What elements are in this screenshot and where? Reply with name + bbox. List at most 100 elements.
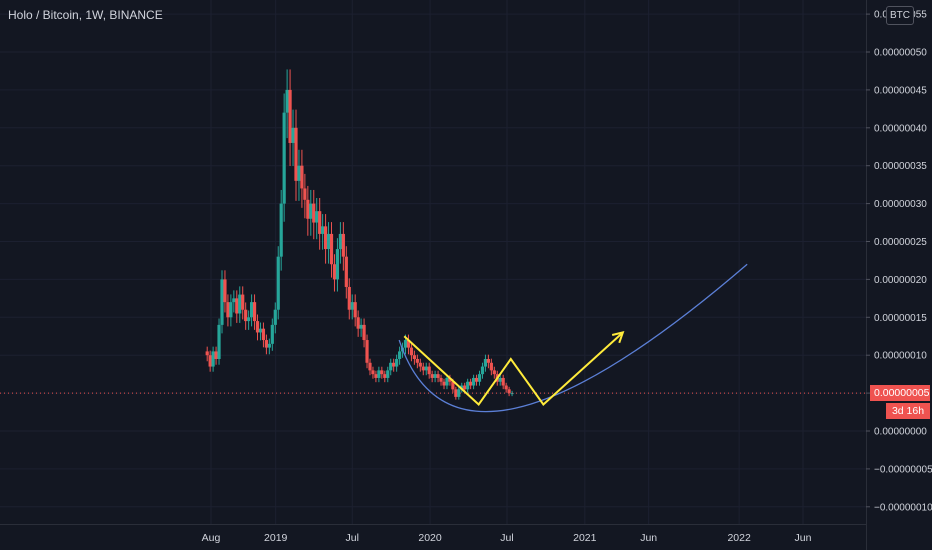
time-tick-label: 2019 (264, 532, 288, 544)
candle (332, 254, 337, 292)
price-tick-label: 0.00000035 (874, 161, 927, 172)
price-tick-label: 0.00000045 (874, 85, 927, 96)
candle-body (264, 340, 268, 348)
candle-body (409, 347, 414, 356)
candle (294, 109, 298, 201)
candle (380, 366, 384, 379)
candle (249, 294, 254, 327)
candle-body (297, 165, 301, 181)
candle-body (498, 377, 502, 382)
candle-body (377, 370, 381, 378)
candle-body (433, 374, 437, 378)
candle (252, 294, 257, 330)
candle (321, 214, 325, 250)
candle (291, 109, 295, 167)
candle-body (448, 377, 452, 382)
candle (238, 286, 242, 323)
candle (433, 370, 437, 383)
rounding-bottom-curve (398, 263, 748, 413)
candle (255, 314, 260, 341)
candle-body (350, 302, 354, 310)
candle (312, 189, 316, 240)
candle (457, 386, 461, 400)
time-tick-label: Jun (795, 532, 812, 544)
candle-body (312, 203, 316, 223)
candle (418, 358, 422, 372)
candle-body (318, 211, 322, 234)
time-tick-label: Jun (640, 532, 657, 544)
candle (300, 149, 304, 208)
candle-body (270, 324, 274, 344)
candle (211, 346, 215, 372)
candle-body (418, 362, 422, 367)
candle-body (282, 112, 286, 204)
candle (223, 270, 227, 313)
candle-body (371, 370, 375, 375)
candle-body (451, 381, 455, 390)
candle-body (303, 188, 307, 200)
candle-body (362, 324, 366, 341)
candle-body (466, 381, 470, 390)
candle-body (504, 385, 508, 390)
candle-body (220, 279, 224, 325)
candle-body (356, 317, 360, 329)
candle (489, 358, 493, 376)
candle-body (469, 381, 473, 386)
candle (318, 197, 322, 250)
candle (501, 374, 505, 390)
candle-body (338, 233, 342, 250)
candle-layer (205, 69, 514, 400)
candle (285, 69, 289, 139)
candle-body (454, 389, 458, 397)
candle (507, 386, 511, 397)
candle (208, 350, 212, 372)
candle (483, 354, 488, 372)
candle-body (430, 374, 434, 378)
candle-body (306, 199, 310, 219)
candle-body (235, 298, 239, 314)
candle (486, 354, 490, 369)
candle-body (386, 370, 390, 378)
price-tick-label: 0.00000040 (874, 123, 927, 134)
time-axis-panel (0, 524, 866, 550)
candle (409, 342, 414, 362)
candle-body (442, 381, 446, 386)
candle (395, 354, 399, 372)
candle-body (294, 127, 298, 181)
candle (235, 290, 239, 323)
candle (466, 378, 470, 393)
candle (347, 278, 351, 320)
candle-body (353, 302, 357, 318)
price-tick-label: 0.00000000 (874, 427, 927, 438)
candle-body (457, 389, 461, 397)
candle-body (359, 324, 363, 329)
candle (214, 346, 218, 365)
candle-body (214, 351, 218, 359)
candle-body (261, 328, 266, 341)
candle (232, 290, 236, 313)
grid-layer (0, 0, 866, 524)
candle-body (258, 328, 263, 333)
candle (356, 310, 360, 337)
candle-body (341, 233, 345, 257)
candle (264, 334, 268, 355)
candle-body (397, 351, 402, 359)
candle (374, 370, 378, 383)
candle (477, 370, 482, 386)
candle (368, 358, 372, 376)
candle-body (439, 377, 443, 382)
candle (217, 318, 221, 365)
candle-body (223, 279, 227, 303)
arrow-head (611, 331, 625, 344)
candle (365, 334, 369, 369)
candle (386, 366, 390, 383)
drawing-layer[interactable] (0, 263, 866, 413)
currency-badge[interactable]: BTC (886, 6, 914, 25)
candle-body (492, 370, 496, 375)
candle (315, 197, 319, 240)
candle (267, 338, 271, 355)
candle (220, 270, 224, 334)
candle-body (445, 377, 449, 386)
